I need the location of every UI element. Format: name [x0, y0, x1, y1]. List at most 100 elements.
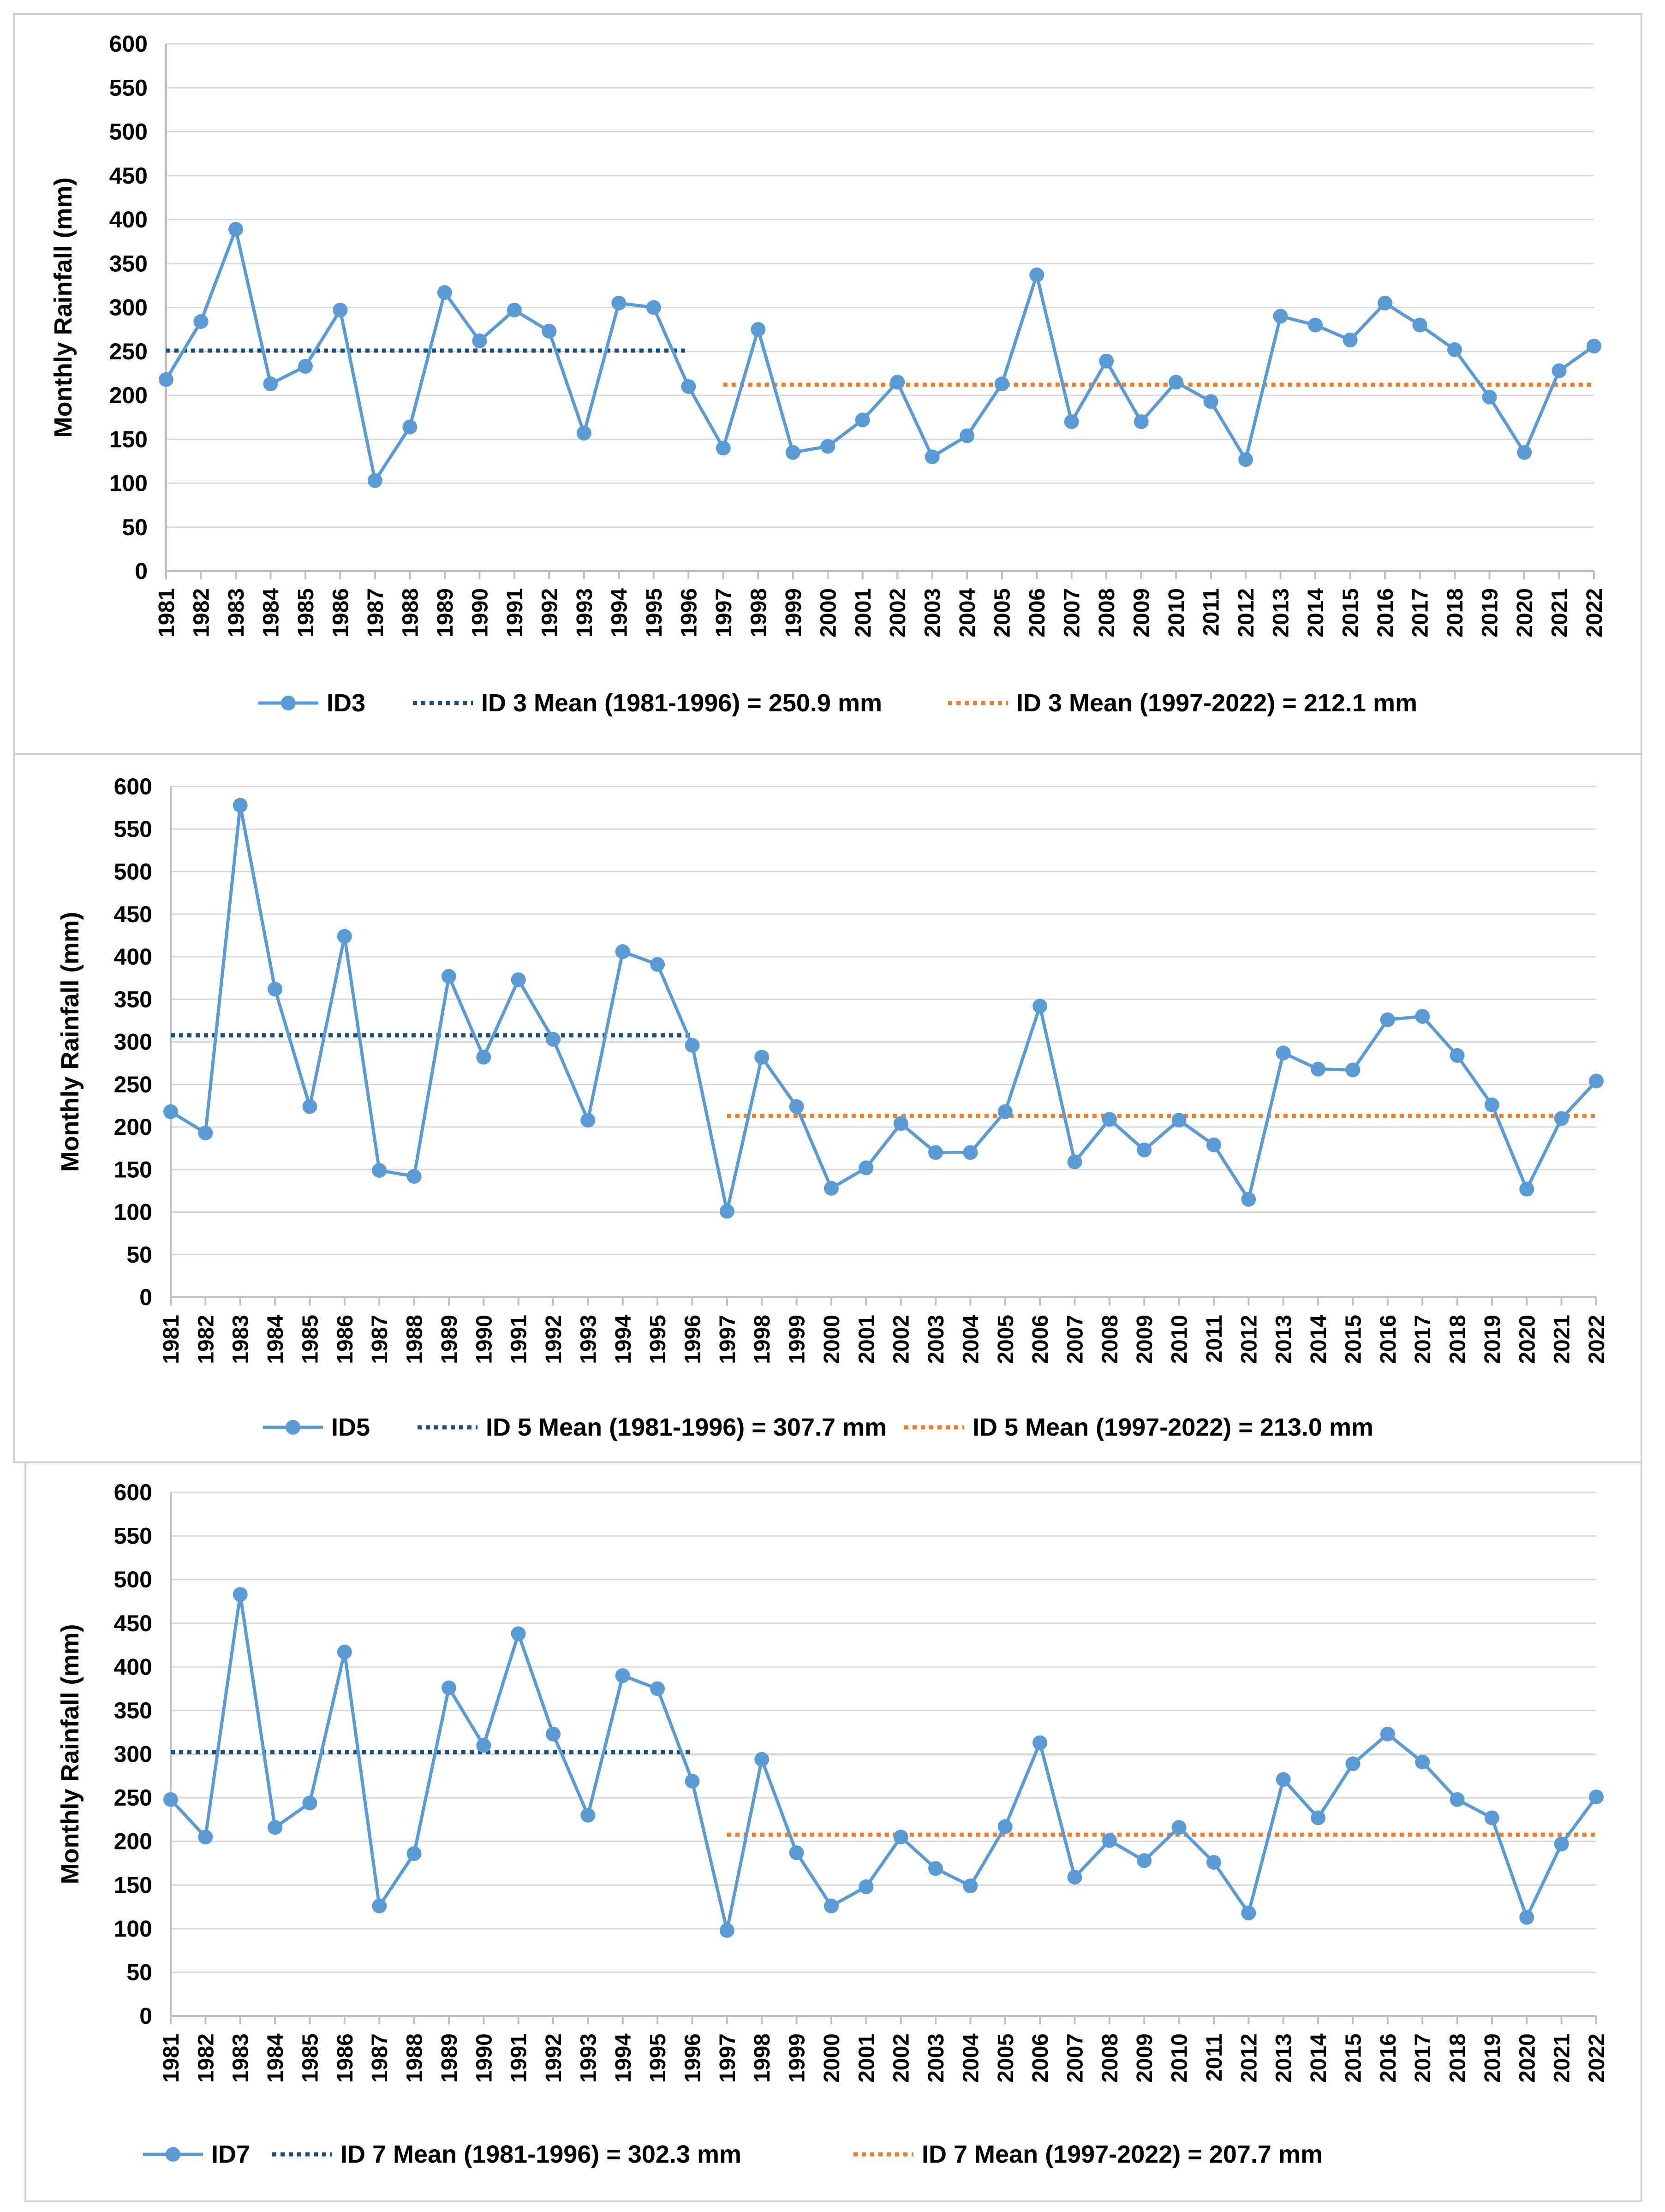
- legend: ID5 ID 5 Mean (1981-1996) = 307.7 mm ID 5 …: [263, 1413, 1373, 1441]
- data-point: [263, 376, 278, 392]
- data-point: [751, 322, 766, 337]
- legend-label: ID 3 Mean (1997-2022) = 212.1 mm: [1016, 689, 1417, 717]
- x-tick-label: 2010: [1164, 588, 1189, 638]
- data-point: [198, 1830, 213, 1845]
- data-point: [337, 929, 352, 944]
- x-tick-label: 2011: [1202, 2033, 1227, 2081]
- data-point: [580, 1113, 596, 1128]
- x-tick-label: 1992: [542, 2033, 566, 2083]
- data-point: [1276, 1045, 1291, 1061]
- y-axis-title: Monthly Rainfall (mm): [56, 912, 84, 1172]
- legend-marker: [166, 2147, 180, 2162]
- data-point: [441, 969, 456, 984]
- data-point: [1308, 317, 1323, 333]
- x-tick-label: 1990: [472, 2033, 496, 2083]
- data-point: [611, 295, 627, 310]
- y-tick-label: 50: [126, 1959, 152, 1985]
- data-point: [1345, 1062, 1361, 1078]
- x-tick-label: 1996: [680, 2033, 705, 2083]
- x-tick-label: 2001: [854, 2033, 879, 2083]
- x-tick-label: 1997: [712, 588, 736, 638]
- chart-panel-2: 0 50 100 150 200 250 300 350 400 450 500 550 600 1981…: [13, 753, 1642, 1463]
- data-point: [1311, 1061, 1326, 1077]
- data-point: [337, 1645, 352, 1660]
- legend-label: ID5: [331, 1413, 370, 1441]
- x-tick-label: 2003: [924, 1315, 949, 1364]
- y-tick-label: 250: [114, 1785, 152, 1811]
- data-point: [298, 359, 313, 374]
- y-tick-label: 100: [114, 1199, 152, 1225]
- data-point: [1029, 268, 1044, 283]
- y-tick-label: 0: [139, 2003, 152, 2029]
- x-tick-label: 2017: [1408, 588, 1433, 638]
- x-tick-label: 2000: [820, 1315, 844, 1364]
- data-point: [1552, 363, 1567, 378]
- data-point: [402, 419, 418, 435]
- data-point: [367, 473, 382, 488]
- y-tick-label: 350: [114, 1698, 152, 1723]
- data-point: [302, 1099, 317, 1114]
- data-point: [1447, 342, 1462, 357]
- series-line: [164, 227, 1595, 483]
- data-point: [893, 1830, 908, 1845]
- y-tick-label: 100: [109, 471, 148, 496]
- data-point: [333, 303, 348, 318]
- x-tick-label: 1990: [472, 1315, 496, 1364]
- y-tick-label: 400: [109, 207, 148, 233]
- legend-label: ID3: [327, 689, 365, 717]
- data-point: [233, 798, 248, 813]
- data-point: [1519, 1910, 1534, 1925]
- x-tick-label: 2012: [1237, 2033, 1261, 2083]
- x-tick-label: 1984: [263, 1315, 288, 1364]
- x-tick-label: 2022: [1585, 2033, 1609, 2083]
- x-tick-label: 1990: [468, 588, 492, 638]
- data-point: [960, 428, 975, 443]
- y-tick-label: 100: [114, 1916, 152, 1942]
- x-tick-label: 2000: [816, 588, 841, 638]
- x-tick-label: 1994: [611, 2033, 636, 2083]
- y-tick-label: 500: [114, 859, 152, 885]
- x-tick-label: 2010: [1168, 2033, 1192, 2083]
- x-tick-label: 1985: [294, 588, 318, 638]
- legend-label: ID 7 Mean (1981-1996) = 302.3 mm: [340, 2140, 741, 2168]
- data-point: [890, 375, 905, 390]
- data-point: [1276, 1772, 1291, 1787]
- x-tick-label: 1982: [189, 588, 214, 638]
- data-point: [507, 303, 522, 318]
- y-tick-label: 300: [109, 295, 148, 321]
- data-point: [1380, 1012, 1395, 1027]
- data-point: [997, 1104, 1013, 1119]
- data-point: [1067, 1154, 1082, 1169]
- x-tick-label: 2009: [1133, 2033, 1157, 2083]
- x-tick-label: 2018: [1446, 1315, 1470, 1364]
- x-tick-label: 2020: [1513, 588, 1537, 638]
- x-tick-label: 1981: [155, 588, 179, 638]
- data-point: [719, 1923, 734, 1938]
- y-tick-label: 550: [114, 816, 152, 842]
- x-tick-label: 2015: [1339, 588, 1363, 638]
- x-tick-label: 2003: [924, 2033, 949, 2083]
- x-tick-label: 2015: [1341, 1315, 1366, 1364]
- x-tick-label: 1989: [437, 1315, 462, 1364]
- data-point: [580, 1807, 596, 1823]
- x-tick-label: 1995: [646, 1315, 670, 1364]
- x-tick-label: 1999: [782, 588, 806, 638]
- x-tick-label: 2013: [1272, 1315, 1296, 1364]
- y-tick-label: 300: [114, 1029, 152, 1055]
- data-point: [1032, 1735, 1048, 1750]
- x-tick-label: 2013: [1269, 588, 1294, 638]
- data-point: [1412, 317, 1427, 333]
- x-tick-label: 2020: [1515, 2033, 1540, 2083]
- data-point: [925, 449, 940, 465]
- x-tick-label: 1994: [607, 588, 632, 638]
- data-point: [163, 1104, 178, 1119]
- data-point: [859, 1879, 874, 1895]
- x-tick-label: 1988: [403, 2033, 427, 2083]
- x-tick-label: 2009: [1130, 588, 1154, 638]
- data-point: [1311, 1810, 1326, 1825]
- x-tick-label: 2001: [851, 588, 876, 638]
- x-tick-label: 2004: [959, 1315, 983, 1364]
- x-tick-label: 1993: [576, 1315, 601, 1364]
- data-point: [716, 441, 731, 456]
